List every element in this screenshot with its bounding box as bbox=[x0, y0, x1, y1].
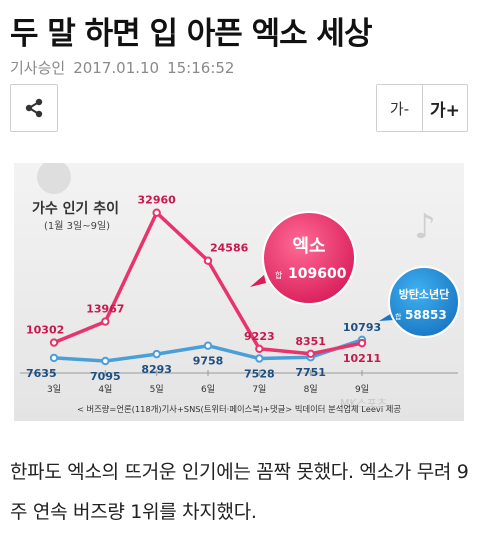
article-time: 15:16:52 bbox=[167, 59, 235, 77]
chart-watermark: MK스포츠 bbox=[340, 397, 387, 410]
series-points bbox=[49, 208, 367, 366]
data-label-0-6: 10211 bbox=[343, 352, 381, 365]
share-button[interactable] bbox=[10, 84, 58, 132]
article-date: 2017.01.10 bbox=[73, 59, 160, 77]
article-toolbar: 가- 가+ bbox=[10, 84, 468, 132]
data-point-0-3 bbox=[203, 256, 213, 265]
share-icon bbox=[25, 98, 43, 118]
data-point-0-6 bbox=[357, 338, 367, 348]
x-tick-label-3: 6일 bbox=[201, 384, 215, 395]
font-size-controls: 가- 가+ bbox=[376, 84, 468, 132]
chart-background bbox=[14, 163, 464, 421]
x-tick-label-1: 4일 bbox=[98, 384, 112, 395]
chart-decor-circle bbox=[37, 163, 71, 194]
bts-badge-pointer bbox=[379, 313, 394, 321]
chart-title: 가수 인기 추이 bbox=[32, 200, 119, 217]
article-body: 한파도 엑소의 뜨거운 인기에는 꼼짝 못했다. 엑소가 무려 9주 연속 버즈… bbox=[10, 461, 469, 523]
exo-badge-total-label: 합 bbox=[275, 271, 283, 280]
data-label-0-2: 32960 bbox=[138, 194, 177, 207]
popularity-chart: ♪ 가수 인기 추이 (1월 3일~9일) 3일 4일 5일 6일 7일 8일 9일 103… bbox=[14, 163, 464, 421]
chart-svg: ♪ 가수 인기 추이 (1월 3일~9일) 3일 4일 5일 6일 7일 8일 9일 103… bbox=[14, 163, 464, 421]
data-point-0-5 bbox=[306, 349, 315, 358]
x-tick-label-4: 7일 bbox=[252, 384, 266, 395]
exo-badge-name: 엑소 bbox=[292, 236, 325, 257]
x-tick-label-6: 9일 bbox=[355, 384, 369, 395]
bts-badge-circle bbox=[388, 266, 460, 338]
series-data-labels: 10302 13967 32960 24586 9223 8351 10211 7635 709… bbox=[26, 194, 381, 383]
x-tick-label-2: 5일 bbox=[150, 384, 164, 395]
music-note-icon: ♪ bbox=[414, 207, 436, 247]
data-label-0-4: 9223 bbox=[244, 330, 275, 343]
article-meta: 기사승인 2017.01.10 15:16:52 bbox=[10, 57, 242, 78]
font-increase-button[interactable]: 가+ bbox=[422, 85, 467, 131]
data-label-0-5: 8351 bbox=[295, 335, 326, 348]
data-point-1-4 bbox=[255, 354, 264, 363]
data-label-1-4: 7528 bbox=[244, 368, 275, 381]
data-point-0-1 bbox=[101, 317, 110, 326]
article-headline: 두 말 하면 입 아픈 엑소 세상 bbox=[10, 16, 372, 52]
data-point-0-4 bbox=[255, 344, 264, 353]
data-point-1-0 bbox=[49, 353, 59, 363]
data-label-0-1: 13967 bbox=[86, 303, 124, 316]
exo-total-badge: 엑소 합 109600 bbox=[250, 211, 356, 305]
data-point-0-0 bbox=[49, 338, 59, 347]
data-label-1-1: 7095 bbox=[90, 370, 121, 383]
data-point-1-2 bbox=[152, 349, 161, 359]
exo-badge-total: 109600 bbox=[288, 266, 347, 282]
data-label-1-5: 7751 bbox=[295, 366, 326, 379]
bts-badge-total-label: 합 bbox=[395, 312, 402, 321]
data-label-1-2: 8293 bbox=[141, 363, 172, 376]
bts-badge-name: 방탄소년단 bbox=[399, 287, 450, 301]
exo-badge-circle bbox=[262, 211, 356, 305]
data-label-1-6: 10793 bbox=[343, 321, 381, 334]
data-label-1-3: 9758 bbox=[193, 355, 224, 368]
data-point-1-1 bbox=[101, 356, 110, 366]
x-axis-ticks: 3일 4일 5일 6일 7일 8일 9일 bbox=[47, 370, 369, 395]
data-label-0-3: 24586 bbox=[210, 242, 249, 255]
data-point-0-2 bbox=[152, 208, 161, 217]
chart-subtitle: (1월 3일~9일) bbox=[44, 220, 110, 232]
data-point-1-3 bbox=[203, 341, 213, 350]
approval-label: 기사승인 bbox=[10, 59, 66, 77]
chart-footnote: < 버즈량=언론(118개)기사+SNS(트위터·페이스북)+댓글> 빅데이터 … bbox=[77, 404, 401, 414]
exo-badge-pointer bbox=[250, 275, 266, 287]
bts-badge-total: 58853 bbox=[405, 308, 447, 322]
data-label-1-0: 7635 bbox=[26, 367, 57, 380]
x-tick-label-0: 3일 bbox=[47, 384, 61, 395]
font-decrease-button[interactable]: 가- bbox=[377, 85, 422, 131]
data-label-0-0: 10302 bbox=[26, 324, 64, 337]
x-tick-label-5: 8일 bbox=[304, 384, 318, 395]
bts-total-badge: 방탄소년단 합 58853 bbox=[379, 266, 460, 338]
